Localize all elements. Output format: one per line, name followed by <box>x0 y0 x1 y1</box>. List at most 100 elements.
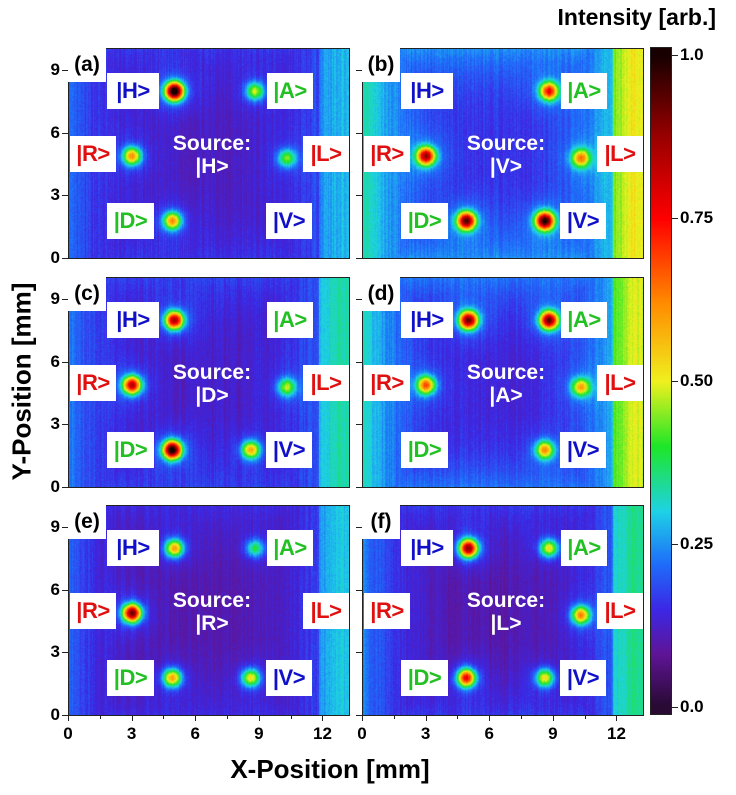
state-label-D: |D> <box>107 432 154 468</box>
state-label-R: |R> <box>70 365 116 401</box>
y-tick-label: 3 <box>50 642 60 662</box>
x-tick <box>195 715 197 721</box>
panel-label: (d) <box>362 277 400 311</box>
source-prefix: Source: <box>172 361 252 384</box>
state-label-A: |A> <box>267 302 313 338</box>
spot-R <box>424 383 428 387</box>
spot-H <box>172 546 176 550</box>
state-label-H: |H> <box>107 530 159 566</box>
state-label-L: |L> <box>303 593 349 629</box>
state-label-R: |R> <box>364 365 410 401</box>
x-tick <box>322 715 324 721</box>
colorbar-tick <box>672 707 678 708</box>
state-label-A: |A> <box>561 302 607 338</box>
state-label-V: |V> <box>266 432 312 468</box>
source-prefix: Source: <box>172 132 252 155</box>
panel-label: (a) <box>68 48 106 82</box>
x-tick-label: 9 <box>254 724 264 743</box>
spot-V <box>248 675 252 679</box>
state-label-R: |R> <box>70 136 116 172</box>
spot-R <box>424 154 428 158</box>
state-label-L: |L> <box>303 136 349 172</box>
y-tick <box>62 298 68 300</box>
spot-H <box>466 546 470 550</box>
colorbar-tick <box>672 55 678 56</box>
source-prefix: Source: <box>172 589 252 612</box>
x-tick-label: 3 <box>420 724 431 743</box>
y-tick <box>62 132 68 134</box>
panel-label: (f) <box>362 505 400 539</box>
y-tick-label: 3 <box>50 414 60 434</box>
heatmap-panel: (f) |H> |A> |R> |L> |D> |V> Source: |L> <box>362 505 644 716</box>
x-tick-label: 0 <box>357 724 367 743</box>
colorbar <box>650 47 672 715</box>
spot-A <box>253 546 257 550</box>
x-tick <box>258 715 260 721</box>
source-state: |A> <box>489 384 523 407</box>
y-tick <box>356 132 362 134</box>
x-tick <box>68 715 69 721</box>
y-tick <box>62 487 68 488</box>
colorbar-tick-label: 1.0 <box>680 45 704 64</box>
panel-label: (e) <box>68 505 106 539</box>
state-label-H: |H> <box>401 302 453 338</box>
state-label-A: |A> <box>561 530 607 566</box>
source-prefix: Source: <box>466 132 546 155</box>
state-label-V: |V> <box>266 660 312 696</box>
panel-label: (b) <box>362 48 400 82</box>
x-minor-tick <box>99 715 101 719</box>
y-tick <box>62 526 68 528</box>
state-label-D: |D> <box>401 432 448 468</box>
colorbar-tick-label: 0.75 <box>680 208 714 227</box>
spot-D <box>464 675 468 679</box>
x-tick <box>616 715 618 721</box>
spot-A <box>253 89 257 93</box>
y-tick-label: 6 <box>50 351 60 371</box>
y-tick-label: 9 <box>50 288 60 308</box>
state-label-L: |L> <box>597 365 643 401</box>
state-label-L: |L> <box>597 136 643 172</box>
x-minor-tick <box>521 715 523 719</box>
spot-H <box>172 318 176 322</box>
colorbar-tick <box>672 381 678 382</box>
x-axis-label: X-Position [mm] <box>230 754 430 784</box>
x-tick-label: 12 <box>607 724 626 743</box>
state-label-D: |D> <box>107 203 154 239</box>
spot-D <box>170 447 174 451</box>
spot-R <box>130 154 134 158</box>
state-label-V: |V> <box>266 203 312 239</box>
state-label-L: |L> <box>597 593 643 629</box>
heatmap-panel: (b) |H> |A> |R> |L> |D> |V> Source: |V> <box>362 48 644 259</box>
x-minor-tick <box>393 715 395 719</box>
spot-D <box>464 218 468 222</box>
y-tick <box>356 487 362 488</box>
heatmap-panel: (c) |H> |A> |R> |L> |D> |V> Source: |D> <box>68 277 350 488</box>
state-label-H: |H> <box>107 73 159 109</box>
state-label-D: |D> <box>401 660 448 696</box>
spot-L <box>284 156 288 160</box>
spot-D <box>170 218 174 222</box>
x-minor-tick <box>163 715 165 719</box>
y-tick-label: 9 <box>50 516 60 536</box>
spot-L <box>578 385 582 389</box>
spot-H <box>466 318 470 322</box>
y-tick <box>356 298 362 300</box>
state-label-A: |A> <box>267 73 313 109</box>
colorbar-tick <box>672 218 678 219</box>
spot-L <box>284 385 288 389</box>
y-tick <box>356 652 362 654</box>
y-tick <box>356 258 362 259</box>
spot-A <box>547 546 551 550</box>
x-minor-tick <box>457 715 459 719</box>
x-minor-tick <box>227 715 229 719</box>
x-minor-tick <box>290 715 292 719</box>
source-prefix: Source: <box>466 589 546 612</box>
spot-R <box>130 383 134 387</box>
y-tick <box>62 258 68 259</box>
x-tick-label: 6 <box>190 724 200 743</box>
y-tick-label: 6 <box>50 122 60 142</box>
state-label-H: |H> <box>401 530 453 566</box>
state-label-R: |R> <box>364 136 410 172</box>
y-tick-label: 0 <box>50 705 60 724</box>
state-label-V: |V> <box>560 660 606 696</box>
